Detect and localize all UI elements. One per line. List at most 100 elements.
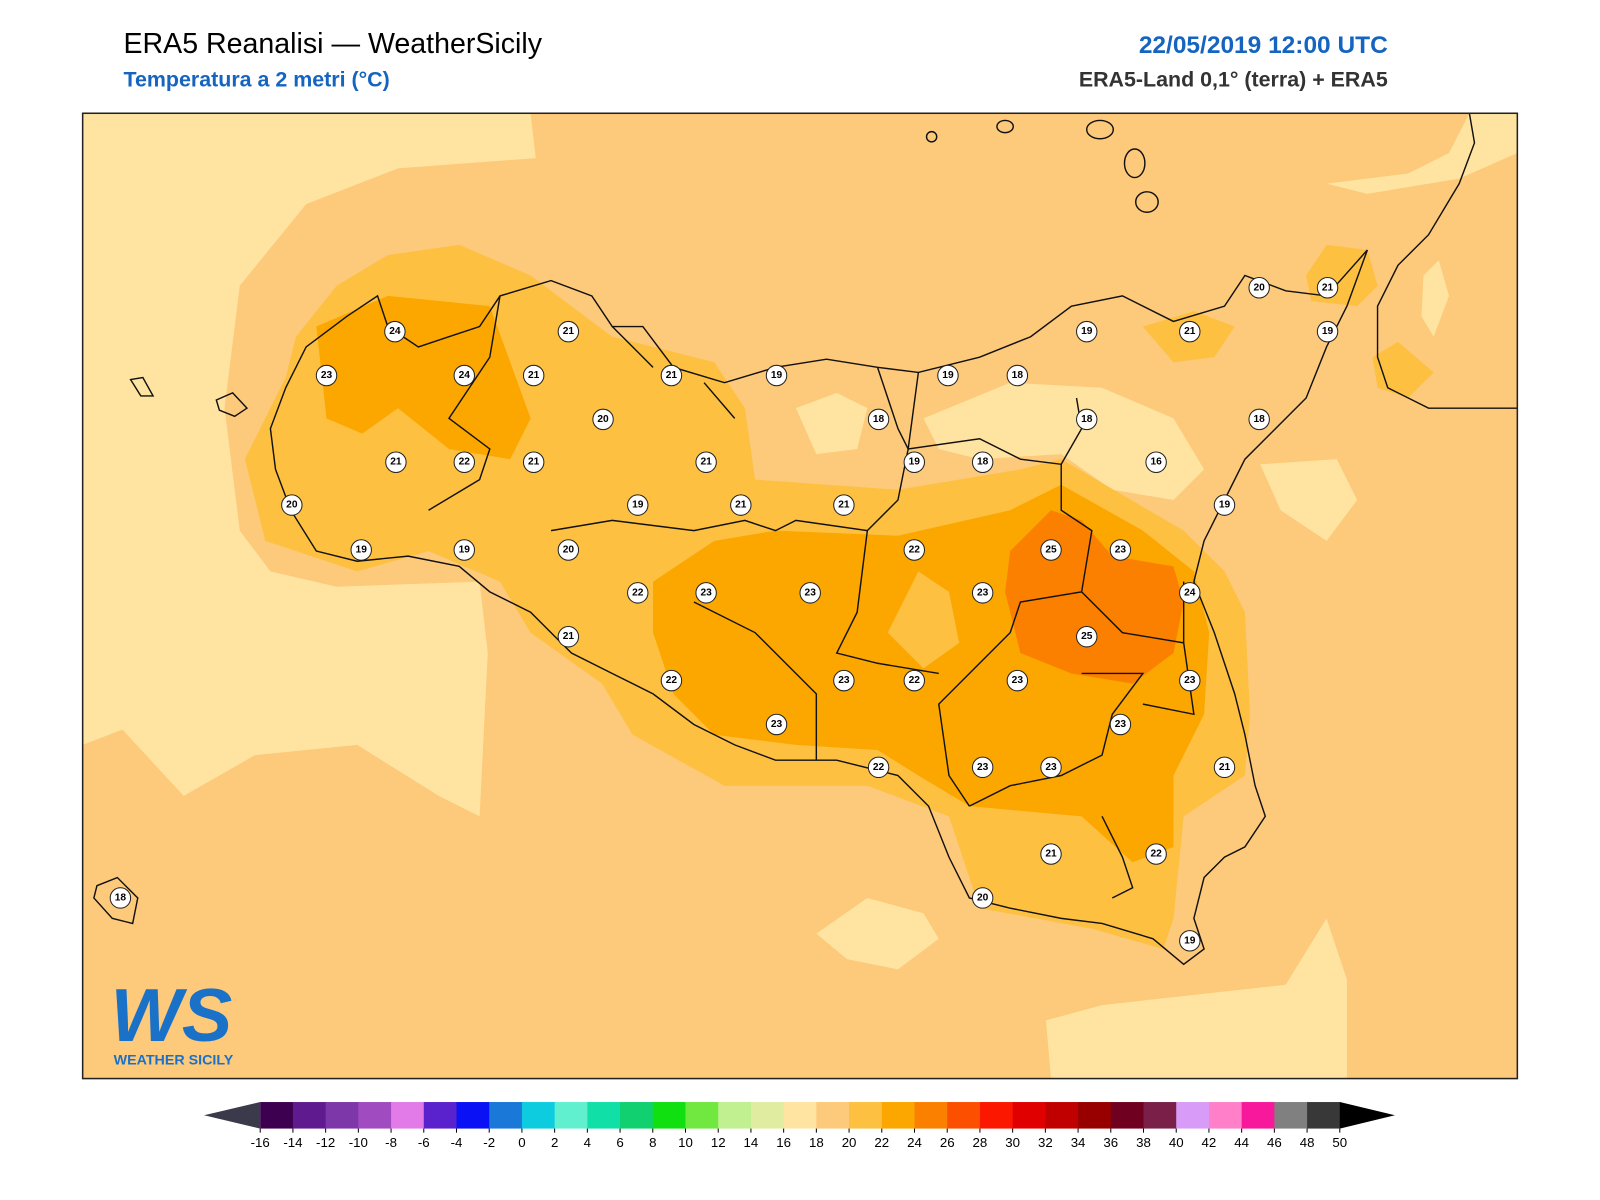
station-value: 23 — [700, 587, 712, 598]
colorbar-bin — [292, 1102, 327, 1129]
station-value: 23 — [977, 587, 989, 598]
colorbar-bin — [947, 1102, 981, 1129]
station-value: 21 — [390, 457, 402, 468]
station-marker — [765, 364, 788, 387]
station-value: 25 — [1045, 545, 1057, 556]
colorbar-tick-label: 34 — [1071, 1135, 1086, 1150]
station-marker — [453, 451, 475, 473]
colorbar-tick-label: 40 — [1169, 1135, 1184, 1150]
station-marker — [1316, 277, 1339, 299]
station-marker — [833, 669, 855, 692]
colorbar-bin — [1110, 1102, 1145, 1129]
station-value: 24 — [1184, 587, 1196, 598]
colorbar-tick-label: 24 — [907, 1135, 922, 1150]
colorbar-under — [204, 1102, 261, 1129]
colorbar-bin — [587, 1102, 621, 1129]
colorbar-tick-label: 26 — [940, 1135, 955, 1150]
colorbar-bin — [521, 1102, 556, 1129]
station-value: 19 — [1219, 500, 1231, 511]
colorbar-bin — [1012, 1102, 1046, 1129]
station-marker — [453, 539, 475, 561]
colorbar-tick-label: 18 — [809, 1135, 824, 1150]
colorbar-bin — [914, 1102, 948, 1129]
colorbar-tick-label: 10 — [678, 1135, 693, 1150]
source: ERA5-Land 0,1° (terra) + ERA5 — [1079, 68, 1388, 92]
colorbar-tick-label: -16 — [251, 1135, 270, 1150]
colorbar-bin — [554, 1102, 588, 1129]
station-marker — [1179, 320, 1201, 343]
colorbar-bin — [979, 1102, 1014, 1129]
station-marker — [1179, 669, 1201, 692]
station-value: 22 — [909, 545, 921, 556]
station-marker — [1145, 843, 1167, 865]
colorbar-bin — [685, 1102, 719, 1129]
colorbar-bin — [1078, 1102, 1112, 1129]
colorbar-bin — [620, 1102, 654, 1129]
colorbar-bin — [1274, 1102, 1308, 1129]
station-value: 21 — [666, 370, 678, 381]
station-marker — [1076, 408, 1098, 431]
colorbar-bin — [1143, 1102, 1177, 1129]
station-marker — [627, 494, 649, 516]
colorbar-bin — [718, 1102, 752, 1129]
station-marker — [1179, 930, 1201, 952]
station-value: 24 — [459, 370, 471, 381]
province-borders — [428, 295, 1195, 899]
colorbar-tick-label: -14 — [283, 1135, 302, 1150]
station-marker — [1316, 320, 1339, 343]
station-value: 22 — [873, 762, 885, 773]
station-value: 22 — [459, 457, 471, 468]
colorbar-bin — [358, 1102, 392, 1129]
station-value: 20 — [1254, 282, 1266, 293]
station-marker — [453, 364, 475, 387]
station-marker — [937, 364, 959, 387]
colorbar-tick-label: 14 — [744, 1135, 759, 1150]
station-marker — [1076, 320, 1098, 343]
colorbar-bin — [750, 1102, 785, 1129]
station-value: 20 — [597, 414, 609, 425]
station-value: 18 — [1012, 370, 1024, 381]
colorbar-bin — [1307, 1102, 1341, 1129]
station-marker — [592, 408, 614, 431]
colorbar-tick-label: -6 — [418, 1135, 430, 1150]
station-value: 18 — [977, 457, 989, 468]
station-value: 22 — [666, 675, 678, 686]
station-value: 23 — [1012, 675, 1024, 686]
station-value: 22 — [909, 675, 921, 686]
station-value: 23 — [771, 719, 783, 730]
station-marker — [384, 320, 406, 343]
colorbar-tick-label: 36 — [1103, 1135, 1118, 1150]
station-value: 19 — [1184, 935, 1196, 946]
islands — [93, 119, 1159, 925]
station-value: 23 — [838, 675, 850, 686]
colorbar-bin — [881, 1102, 916, 1129]
station-value: 19 — [942, 370, 954, 381]
colorbar-bin — [391, 1102, 425, 1129]
station-marker — [109, 887, 132, 909]
colorbar-tick-label: 48 — [1300, 1135, 1315, 1150]
station-marker — [385, 451, 407, 473]
colorbar-tick-label: 32 — [1038, 1135, 1053, 1150]
colorbar-tick-label: 12 — [711, 1135, 726, 1150]
station-marker — [557, 539, 580, 561]
colorbar-bin — [423, 1102, 458, 1129]
station-marker — [1109, 713, 1132, 736]
station-value: 19 — [771, 370, 783, 381]
colorbar-tick-label: 44 — [1234, 1135, 1249, 1150]
colorbar-tick-label: -4 — [451, 1135, 463, 1150]
station-marker — [867, 756, 890, 779]
station-marker — [1145, 451, 1167, 473]
station-value: 21 — [528, 370, 540, 381]
colorbar-tick-label: 42 — [1202, 1135, 1217, 1150]
station-value: 23 — [1115, 719, 1127, 730]
station-marker — [350, 539, 372, 561]
station-value: 18 — [873, 414, 885, 425]
station-value: 21 — [1322, 282, 1334, 293]
station-value: 21 — [563, 631, 575, 642]
station-value: 20 — [563, 545, 575, 556]
colorbar-bin — [1241, 1102, 1275, 1129]
map: 24 23 24 21 21 20 21 21 22 21 21 20 19 19 20 19 21 21 19 18… — [81, 112, 1519, 1080]
colorbar-bin — [325, 1102, 359, 1129]
colorbar-tick-label: 38 — [1136, 1135, 1151, 1150]
